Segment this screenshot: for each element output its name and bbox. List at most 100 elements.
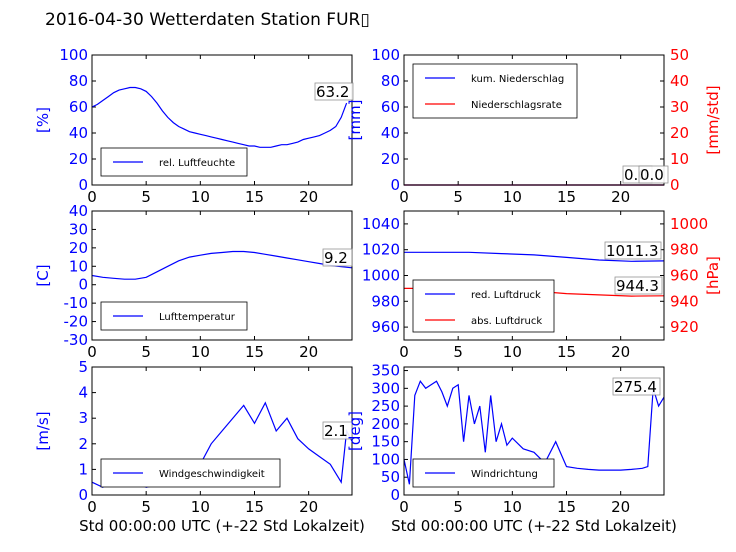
y-tick-label: 60 xyxy=(69,98,88,116)
y-tick-label: 0 xyxy=(78,486,88,504)
y-tick-label: 30 xyxy=(69,220,88,238)
legend-label: Windgeschwindigkeit xyxy=(159,469,265,480)
y-tick-label: 20 xyxy=(69,150,88,168)
annotation-value: 63.2 xyxy=(316,83,349,101)
plot-frame xyxy=(403,210,665,341)
y2-axis-label: [hPa] xyxy=(704,256,722,295)
legend-label: rel. Luftfeuchte xyxy=(159,158,235,169)
x-tick-label: 5 xyxy=(141,343,151,361)
x-tick-label: 0 xyxy=(399,498,409,516)
y2-axis-label: [mm/std] xyxy=(704,85,722,154)
x-tick-label: 20 xyxy=(299,498,318,516)
y-tick-label: -20 xyxy=(64,313,89,331)
figure-title: 2016-04-30 Wetterdaten Station FUR▯ xyxy=(45,10,370,30)
x-tick-label: 0 xyxy=(87,188,97,206)
y-tick-label: 80 xyxy=(381,72,400,90)
legend-label: Lufttemperatur xyxy=(159,312,236,323)
y-tick-label: 0 xyxy=(78,276,88,294)
plot-frame xyxy=(403,366,665,496)
y2-tick-label: 1000 xyxy=(670,215,708,233)
y2-tick-label: 30 xyxy=(670,98,689,116)
x-tick-label: 0 xyxy=(399,343,409,361)
y2-tick-label: 40 xyxy=(670,72,689,90)
x-tick-label: 10 xyxy=(503,498,522,516)
x-tick-label: 15 xyxy=(557,343,576,361)
y-tick-label: 250 xyxy=(371,397,400,415)
annotation-value: 275.4 xyxy=(614,378,657,396)
legend-label: Niederschlagsrate xyxy=(471,100,562,111)
y-tick-label: 1040 xyxy=(362,215,400,233)
x-tick-label: 15 xyxy=(245,188,264,206)
x-tick-label: 20 xyxy=(299,343,318,361)
y-tick-label: 40 xyxy=(69,124,88,142)
y-tick-label: -30 xyxy=(64,331,89,349)
y2-tick-label: 920 xyxy=(670,318,699,336)
x-tick-label: 0 xyxy=(87,343,97,361)
y-tick-label: 2 xyxy=(78,435,88,453)
x-tick-label: 5 xyxy=(453,498,463,516)
legend-box xyxy=(412,63,578,119)
annotation-value: 1011.3 xyxy=(606,242,659,260)
y-tick-label: 1000 xyxy=(362,267,400,285)
annotation-box xyxy=(314,82,354,101)
y-tick-label: 20 xyxy=(69,239,88,257)
y-tick-label: 1 xyxy=(78,460,88,478)
x-axis-label: Std 00:00:00 UTC (+-22 Std Lokalzeit) xyxy=(391,517,677,535)
x-tick-label: 20 xyxy=(611,188,630,206)
x-tick-label: 5 xyxy=(141,188,151,206)
y-tick-label: 100 xyxy=(371,46,400,64)
y-tick-label: 5 xyxy=(78,358,88,376)
annotation-value: 9.2 xyxy=(324,249,348,267)
y2-tick-label: 960 xyxy=(670,267,699,285)
y2-tick-label: 980 xyxy=(670,241,699,259)
x-tick-label: 20 xyxy=(299,188,318,206)
y2-tick-label: 940 xyxy=(670,292,699,310)
x-tick-label: 10 xyxy=(503,188,522,206)
series-line-1 xyxy=(404,251,665,262)
y-tick-label: 3 xyxy=(78,409,88,427)
y2-tick-label: 10 xyxy=(670,150,689,168)
annotation-box xyxy=(638,165,669,184)
y-tick-label: 20 xyxy=(381,150,400,168)
annotation-box xyxy=(612,377,661,396)
y2-tick-label: 50 xyxy=(670,46,689,64)
y-tick-label: 200 xyxy=(371,415,400,433)
y-tick-label: 60 xyxy=(381,98,400,116)
plot-frame xyxy=(91,54,353,186)
y-axis-label: [mm] xyxy=(346,100,364,141)
x-tick-label: 15 xyxy=(557,188,576,206)
annotation-box xyxy=(322,421,353,440)
annotation-value: 0.0 xyxy=(640,166,664,184)
x-tick-label: 5 xyxy=(453,188,463,206)
x-tick-label: 5 xyxy=(453,343,463,361)
annotation-box xyxy=(604,241,662,260)
x-tick-label: 0 xyxy=(87,498,97,516)
y-tick-label: 150 xyxy=(371,433,400,451)
x-tick-label: 5 xyxy=(141,498,151,516)
annotation-value: 944.3 xyxy=(616,277,659,295)
y-axis-label: [%] xyxy=(34,107,52,133)
series-line-1 xyxy=(91,86,348,148)
y-tick-label: 300 xyxy=(371,379,400,397)
legend-label: kum. Niederschlag xyxy=(471,74,564,85)
plot-frame xyxy=(403,54,665,186)
y-tick-label: 10 xyxy=(69,257,88,275)
y-tick-label: 40 xyxy=(381,124,400,142)
y-tick-label: 100 xyxy=(371,450,400,468)
y-tick-label: 0 xyxy=(78,176,88,194)
y-tick-label: 100 xyxy=(59,46,88,64)
y-tick-label: -10 xyxy=(64,294,89,312)
x-tick-label: 10 xyxy=(503,343,522,361)
x-tick-label: 10 xyxy=(191,498,210,516)
y-tick-label: 40 xyxy=(69,202,88,220)
plot-frame xyxy=(91,210,353,341)
x-tick-label: 0 xyxy=(399,188,409,206)
y-tick-label: 4 xyxy=(78,384,88,402)
annotation-value: 2.1 xyxy=(324,422,348,440)
x-tick-label: 15 xyxy=(245,498,264,516)
y-axis-label: [deg] xyxy=(346,411,364,451)
y-tick-label: 980 xyxy=(371,292,400,310)
y-tick-label: 350 xyxy=(371,362,400,380)
series-line-1 xyxy=(403,379,665,485)
y-tick-label: 0 xyxy=(390,176,400,194)
